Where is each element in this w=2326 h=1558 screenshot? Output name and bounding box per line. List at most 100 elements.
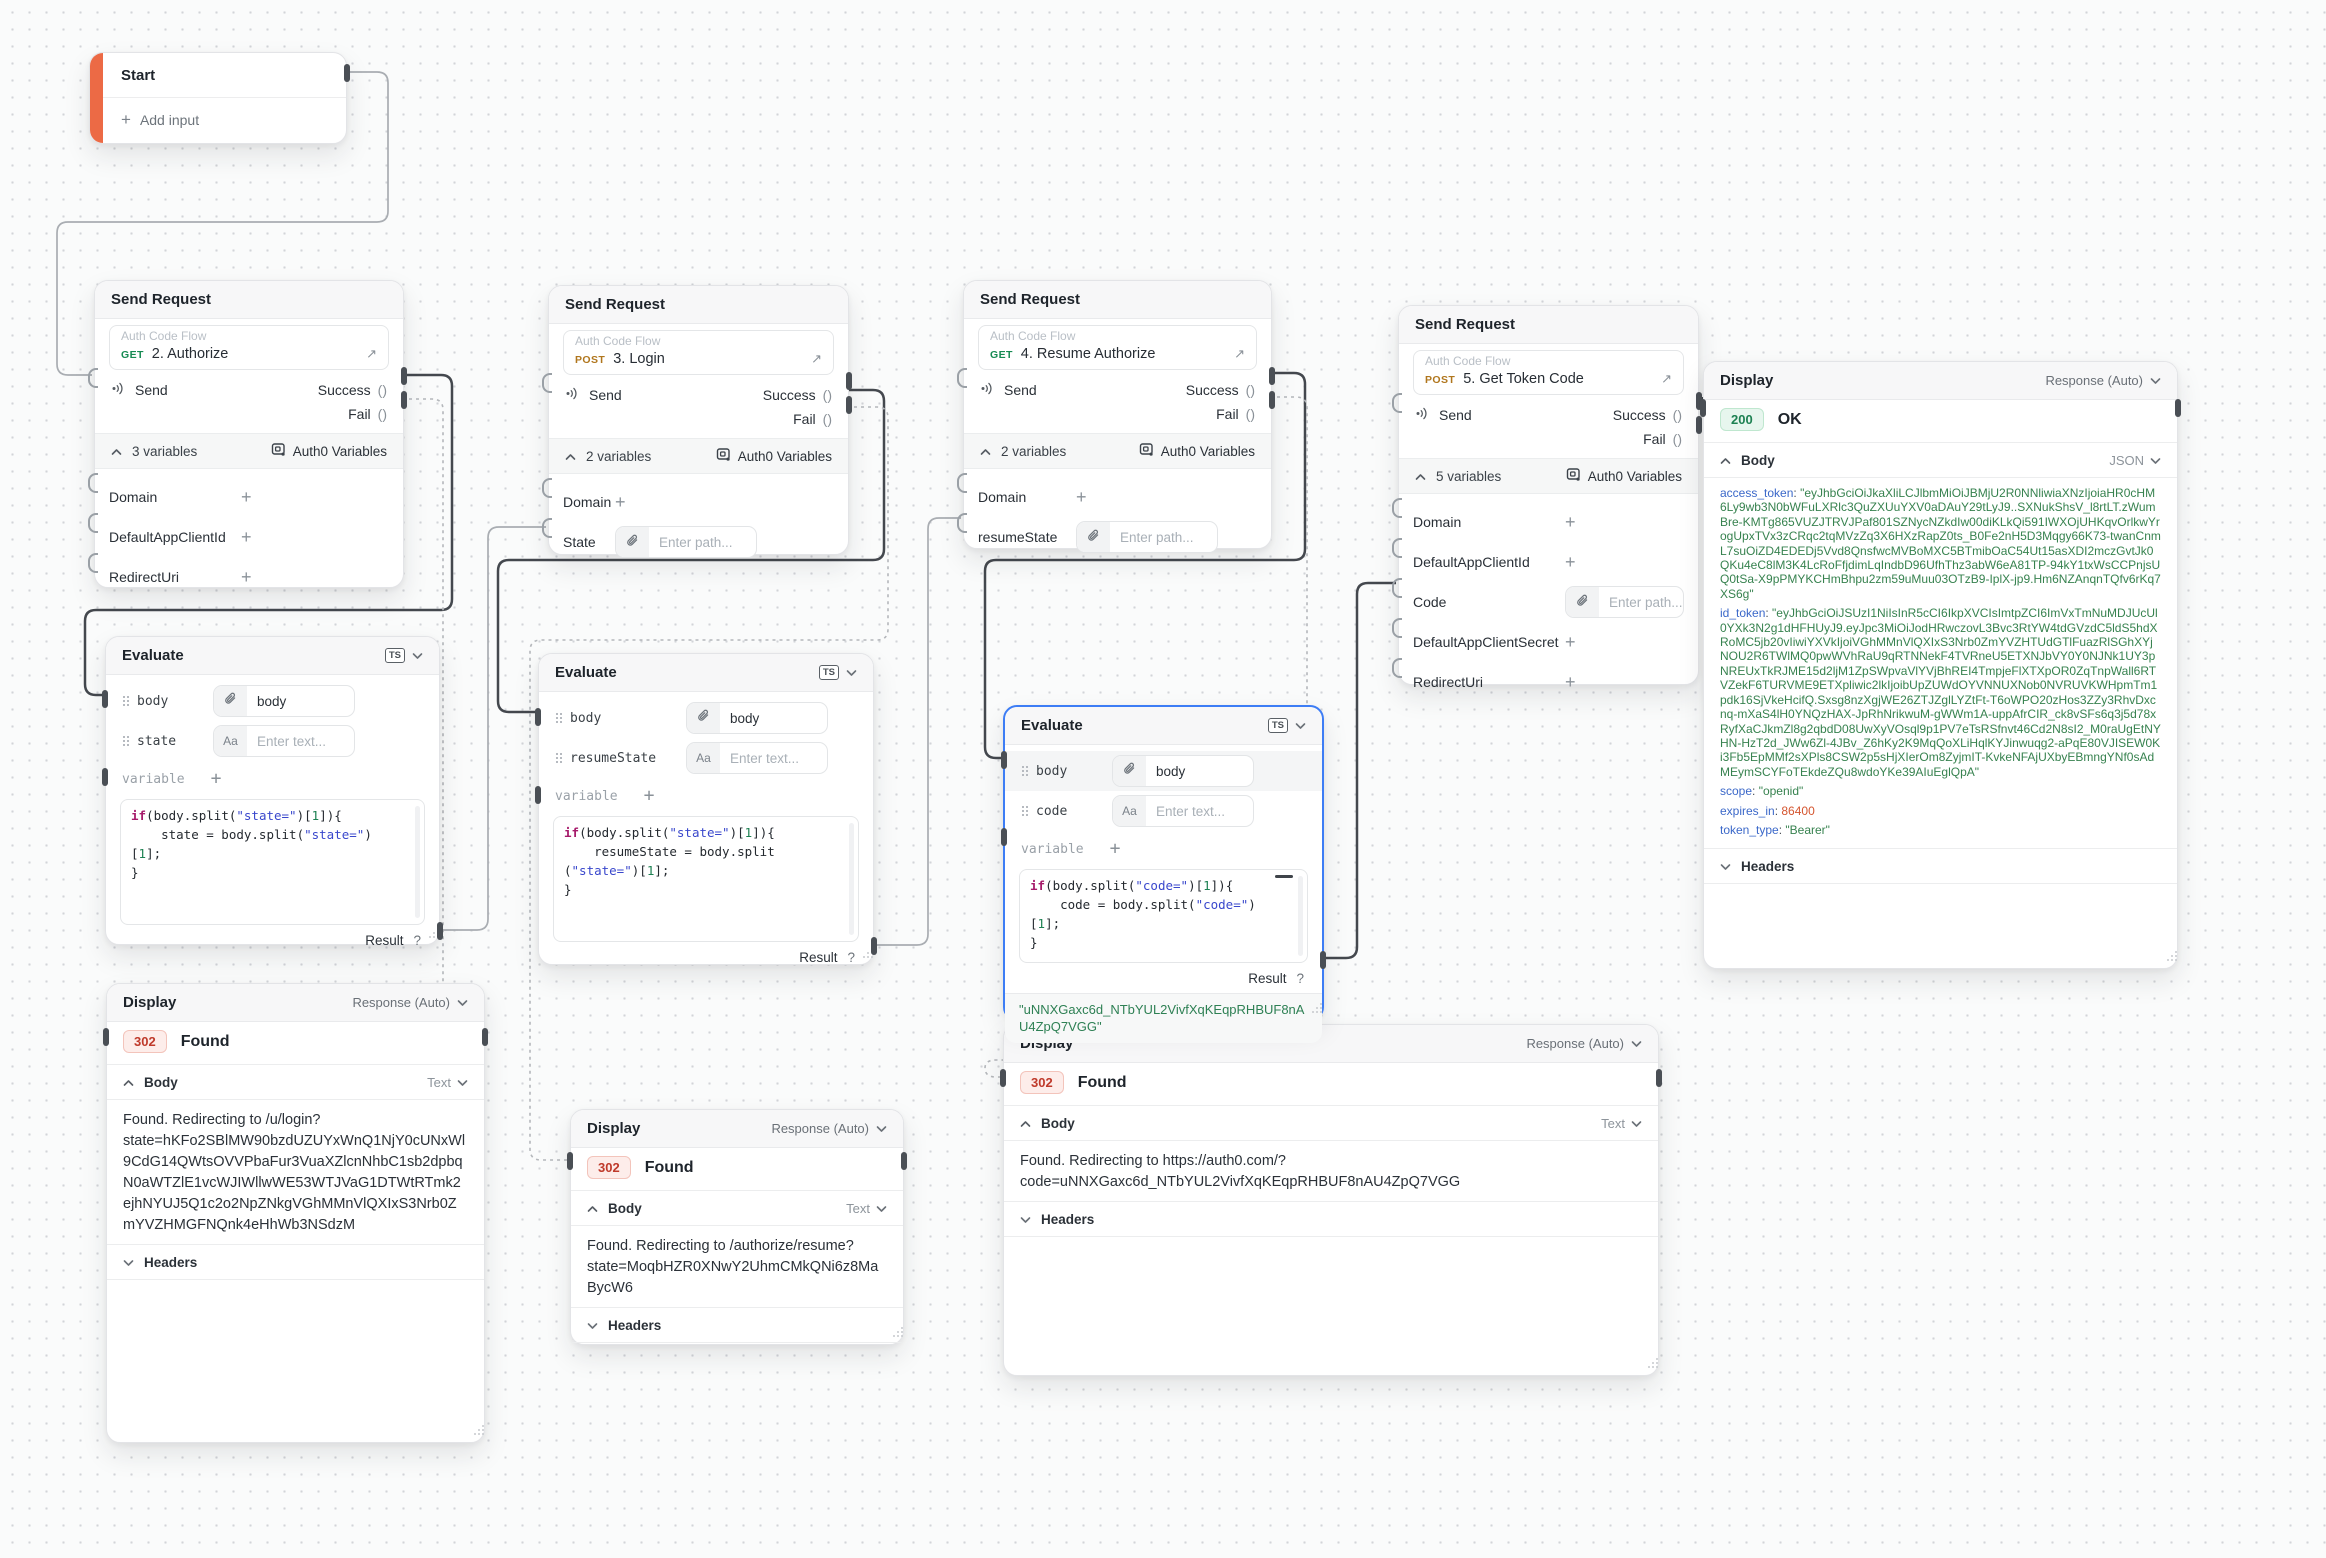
node-display-token-response[interactable]: Display Response (Auto) 200 OK Body JSON acces… <box>1700 361 2181 969</box>
variable-input-socket-state[interactable] <box>542 518 552 538</box>
add-variable-button[interactable]: + <box>1109 838 1121 859</box>
node-send-request-5-get-token-code[interactable]: Send Request Auth Code Flow POST 5. Get Tok… <box>1392 305 1702 691</box>
result-output-port[interactable] <box>437 922 443 940</box>
add-input-button[interactable]: + Add input <box>90 98 346 130</box>
request-selector[interactable]: Auth Code Flow POST 3. Login ↗ <box>563 330 834 375</box>
open-request-icon[interactable]: ↗ <box>366 346 377 361</box>
add-value-button[interactable]: + <box>1076 487 1087 507</box>
open-request-icon[interactable]: ↗ <box>811 351 822 366</box>
argument-input[interactable]: body <box>686 702 828 734</box>
drag-handle-icon[interactable] <box>556 713 558 715</box>
path-input[interactable]: Enter path... <box>615 526 757 558</box>
send-input-socket[interactable] <box>542 373 552 393</box>
add-value-button[interactable]: + <box>615 492 626 512</box>
variable-input-socket-redirecturi[interactable] <box>1392 658 1402 678</box>
add-value-button[interactable]: + <box>1565 552 1576 572</box>
success-output-port[interactable] <box>401 367 407 385</box>
node-evaluate-state[interactable]: Evaluate TS body body state Aa Enter text... va… <box>102 636 443 948</box>
headers-section-bar[interactable]: Headers <box>1704 848 2177 885</box>
variable-input-socket-domain[interactable] <box>542 478 552 498</box>
code-editor[interactable]: if(body.split("state=")[1]){ state = bod… <box>120 799 425 925</box>
wire-start-to-authorize-send[interactable] <box>56 71 389 376</box>
resize-handle-icon[interactable] <box>1311 1010 1314 1013</box>
body-input-port[interactable] <box>1001 751 1007 769</box>
display-output-port[interactable] <box>901 1152 907 1170</box>
node-evaluate-resume-state[interactable]: Evaluate TS body body resumeState Aa Enter tex… <box>535 653 877 965</box>
path-input[interactable]: Enter path... <box>1565 586 1684 618</box>
body-input-port[interactable] <box>535 708 541 726</box>
argument-input[interactable]: Aa Enter text... <box>1112 795 1254 827</box>
body-format-dropdown[interactable]: Text <box>1601 1116 1642 1131</box>
help-icon[interactable]: ? <box>413 933 421 948</box>
display-input-port[interactable] <box>103 1028 109 1046</box>
variable-input-socket-domain[interactable] <box>957 473 967 493</box>
send-input-socket[interactable] <box>957 368 967 388</box>
variable-input-socket-redirecturi[interactable] <box>88 553 98 573</box>
variable-input-port[interactable] <box>102 768 108 786</box>
wire-evaluate2-result-to-resume-state[interactable] <box>872 517 961 946</box>
body-format-dropdown[interactable]: Text <box>846 1201 887 1216</box>
fail-output-port[interactable] <box>846 396 852 414</box>
request-selector[interactable]: Auth Code Flow GET 2. Authorize ↗ <box>109 325 389 370</box>
help-icon[interactable]: ? <box>847 950 855 965</box>
add-value-button[interactable]: + <box>1565 632 1576 652</box>
node-display-resume-response[interactable]: Display Response (Auto) 302 Found Body Text Fo… <box>1000 1024 1662 1376</box>
fail-output-port[interactable] <box>1269 391 1275 409</box>
argument-input[interactable]: body <box>1112 755 1254 787</box>
resize-handle-icon[interactable] <box>862 955 865 958</box>
body-input-port[interactable] <box>102 690 108 708</box>
drag-handle-icon[interactable] <box>1022 766 1024 768</box>
node-send-request-3-login[interactable]: Send Request Auth Code Flow POST 3. Login ↗ S… <box>542 285 852 558</box>
display-output-port[interactable] <box>1656 1069 1662 1087</box>
add-value-button[interactable]: + <box>1565 672 1576 692</box>
node-send-request-4-resume-authorize[interactable]: Send Request Auth Code Flow GET 4. Resume A… <box>957 280 1275 553</box>
auth0-variables-button[interactable]: Auth0 Variables <box>1566 467 1682 485</box>
auth0-variables-button[interactable]: Auth0 Variables <box>716 447 832 465</box>
resize-handle-icon[interactable] <box>2166 958 2169 961</box>
display-output-port[interactable] <box>2175 399 2181 417</box>
node-display-login-response[interactable]: Display Response (Auto) 302 Found Body Text Fo… <box>567 1109 907 1345</box>
success-output-port[interactable] <box>846 372 852 390</box>
body-section-bar[interactable]: Body Text <box>1004 1105 1658 1141</box>
result-output-port[interactable] <box>1320 951 1326 969</box>
variable-input-socket-defaultappclientid[interactable] <box>1392 538 1402 558</box>
help-icon[interactable]: ? <box>1296 971 1304 986</box>
body-section-bar[interactable]: Body Text <box>571 1190 903 1226</box>
resize-handle-icon[interactable] <box>473 1432 476 1435</box>
variable-input-socket-resumestate[interactable] <box>957 513 967 533</box>
argument-input[interactable]: Aa Enter text... <box>213 725 355 757</box>
display-input-port[interactable] <box>1000 1069 1006 1087</box>
wire-resume-success-to-evaluate3-body[interactable] <box>983 371 1307 760</box>
body-format-dropdown[interactable]: JSON <box>2109 453 2161 468</box>
drag-handle-icon[interactable] <box>123 696 125 698</box>
wire-evaluate1-result-to-login-state[interactable] <box>438 526 546 931</box>
fail-output-port[interactable] <box>401 391 407 409</box>
response-mode-dropdown[interactable]: Response (Auto) <box>2045 373 2161 388</box>
add-value-button[interactable]: + <box>241 567 252 587</box>
path-input[interactable]: Enter path... <box>1076 521 1218 553</box>
add-variable-button[interactable]: + <box>210 768 222 789</box>
open-request-icon[interactable]: ↗ <box>1234 346 1245 361</box>
code-editor[interactable]: if(body.split("code=")[1]){ code = body.… <box>1019 869 1308 963</box>
headers-section-bar[interactable]: Headers <box>107 1244 484 1280</box>
send-input-socket[interactable] <box>1392 393 1402 413</box>
request-selector[interactable]: Auth Code Flow GET 4. Resume Authorize ↗ <box>978 325 1257 370</box>
variable-input-socket-domain[interactable] <box>1392 498 1402 518</box>
display-output-port[interactable] <box>482 1028 488 1046</box>
success-output-port[interactable] <box>1269 367 1275 385</box>
display-input-port[interactable] <box>567 1152 573 1170</box>
fail-output-port[interactable] <box>1696 416 1702 434</box>
variable-input-socket-code[interactable] <box>1392 578 1402 598</box>
drag-handle-icon[interactable] <box>556 753 558 755</box>
node-start[interactable]: Start + Add input <box>89 52 350 144</box>
response-mode-dropdown[interactable]: Response (Auto) <box>352 995 468 1010</box>
variable-input-socket-defaultappclientid[interactable] <box>88 513 98 533</box>
open-request-icon[interactable]: ↗ <box>1661 371 1672 386</box>
headers-section-bar[interactable]: Headers <box>1004 1201 1658 1237</box>
drag-handle-icon[interactable] <box>1022 806 1024 808</box>
scrollbar-thumb[interactable] <box>1275 875 1293 878</box>
variables-collapse-toggle[interactable]: 3 variables <box>111 444 197 459</box>
resize-handle-icon[interactable] <box>428 935 431 938</box>
display-input-port[interactable] <box>1700 399 1706 417</box>
resize-handle-icon[interactable] <box>892 1334 895 1337</box>
